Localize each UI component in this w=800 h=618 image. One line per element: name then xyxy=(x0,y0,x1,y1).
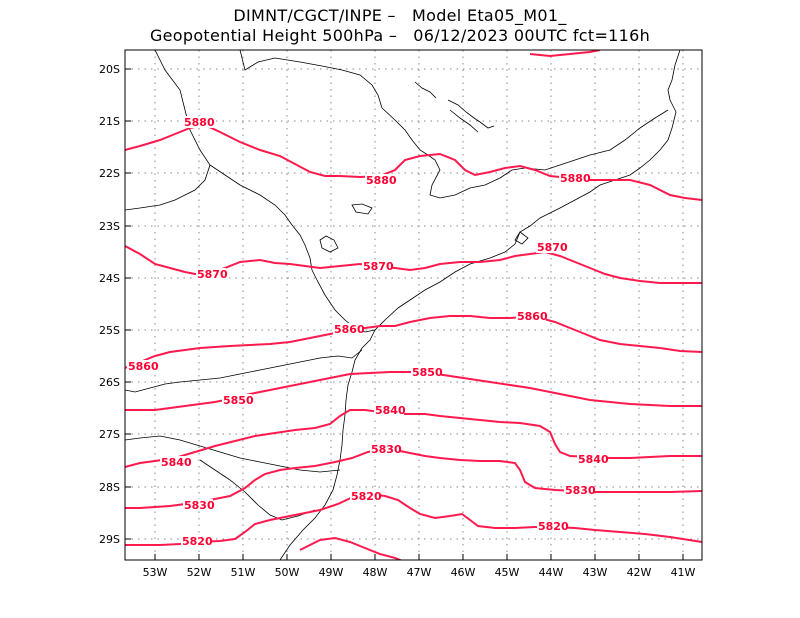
contour-labels: 5880 5880 5880 5870 5870 5870 5860 5860 … xyxy=(127,116,609,548)
axis-ticks xyxy=(125,68,684,560)
y-tick-label: 25S xyxy=(99,324,120,337)
contour-top-partial xyxy=(529,50,601,58)
x-tick-label: 45W xyxy=(495,566,520,579)
label-5860: 5860 xyxy=(128,360,159,373)
gridlines xyxy=(125,50,702,560)
map-frame xyxy=(124,49,703,561)
y-tick-label: 23S xyxy=(99,220,120,233)
x-tick-label: 50W xyxy=(275,566,300,579)
y-tick-label: 28S xyxy=(99,481,120,494)
contour-5880 xyxy=(125,123,702,201)
label-5820: 5820 xyxy=(351,490,382,503)
x-tick-label: 51W xyxy=(231,566,256,579)
contour-5860 xyxy=(125,315,702,369)
y-tick-label: 29S xyxy=(99,533,120,546)
x-tick-label: 41W xyxy=(671,566,696,579)
y-tick-label: 27S xyxy=(99,428,120,441)
x-tick-label: 42W xyxy=(627,566,652,579)
label-5870: 5870 xyxy=(537,241,568,254)
x-tick-label: 43W xyxy=(583,566,608,579)
label-5820: 5820 xyxy=(538,520,569,533)
x-axis-labels: 53W 52W 51W 50W 49W 48W 47W 46W 45W 44W … xyxy=(143,566,696,579)
y-tick-label: 24S xyxy=(99,272,120,285)
label-5860: 5860 xyxy=(334,323,365,336)
label-5840: 5840 xyxy=(578,453,609,466)
label-5830: 5830 xyxy=(184,499,215,512)
contour-5850 xyxy=(125,371,702,411)
label-5850: 5850 xyxy=(412,366,443,379)
x-tick-label: 48W xyxy=(363,566,388,579)
label-5820: 5820 xyxy=(182,535,213,548)
y-axis-labels: 20S 21S 22S 23S 24S 25S 26S 27S 28S 29S xyxy=(99,63,120,546)
y-tick-label: 21S xyxy=(99,115,120,128)
x-tick-label: 53W xyxy=(143,566,168,579)
y-tick-label: 20S xyxy=(99,63,120,76)
contour-5810-partial xyxy=(299,536,403,560)
x-tick-label: 52W xyxy=(187,566,212,579)
label-5830: 5830 xyxy=(371,443,402,456)
y-tick-label: 26S xyxy=(99,376,120,389)
label-5840: 5840 xyxy=(375,404,406,417)
map-title-line-2: Geopotential Height 500hPa – 06/12/2023 … xyxy=(149,26,651,45)
label-5860: 5860 xyxy=(517,310,548,323)
coastline-and-borders xyxy=(125,50,681,560)
map-title-line-1: DIMNT/CGCT/INPE – Model Eta05_M01_ xyxy=(233,6,567,25)
label-5870: 5870 xyxy=(363,260,394,273)
x-tick-label: 44W xyxy=(539,566,564,579)
label-5880: 5880 xyxy=(184,116,215,129)
label-5840: 5840 xyxy=(161,456,192,469)
x-tick-label: 46W xyxy=(451,566,476,579)
label-5850: 5850 xyxy=(223,394,254,407)
label-5870: 5870 xyxy=(197,268,228,281)
label-5830: 5830 xyxy=(565,484,596,497)
x-tick-label: 47W xyxy=(407,566,432,579)
x-tick-label: 49W xyxy=(319,566,344,579)
contour-5840 xyxy=(125,409,702,468)
label-5880: 5880 xyxy=(366,174,397,187)
label-5880: 5880 xyxy=(560,172,591,185)
y-tick-label: 22S xyxy=(99,167,120,180)
